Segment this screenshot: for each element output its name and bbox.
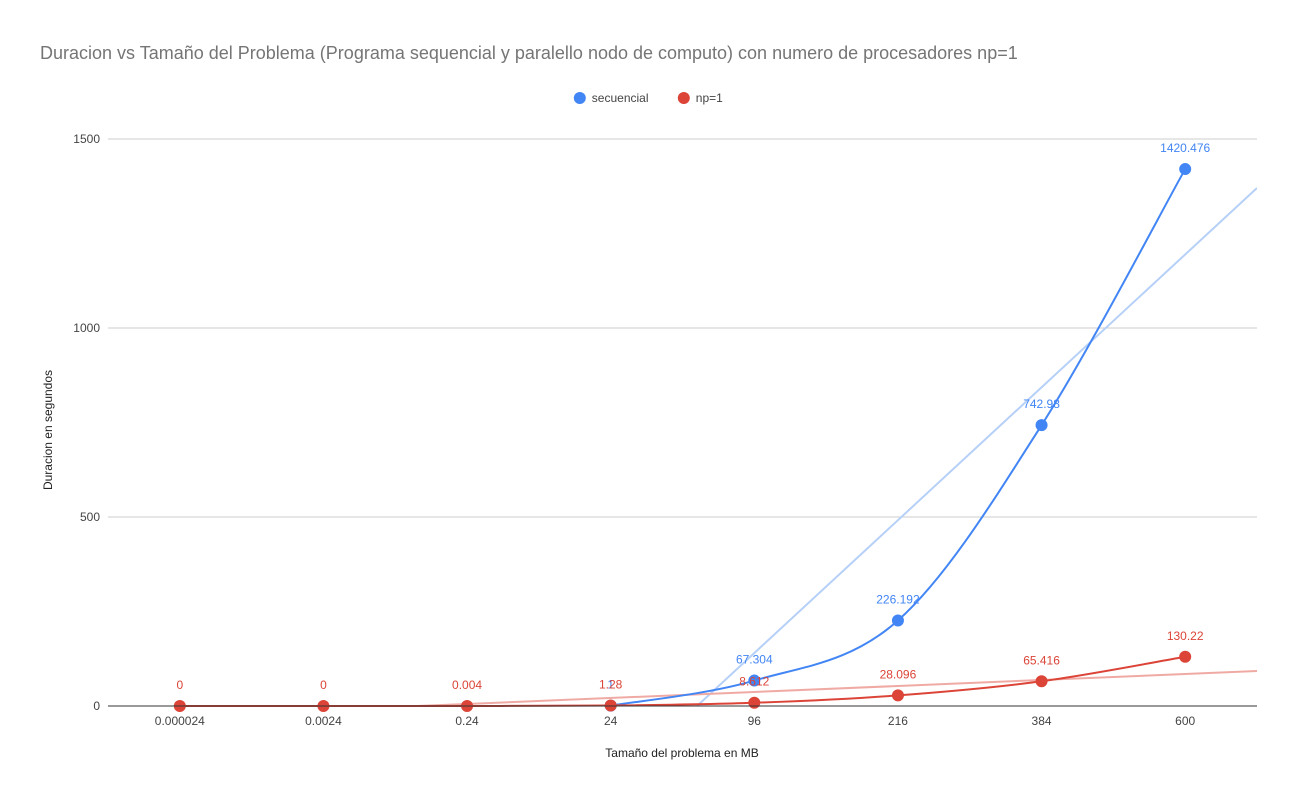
- x-tick-label: 384: [1032, 714, 1052, 728]
- series-line-secuencial: [610, 168, 1187, 707]
- data-point: [748, 674, 761, 687]
- x-tick-label: 24: [604, 714, 618, 728]
- x-tick-label: 96: [748, 714, 762, 728]
- x-axis-ticks: 0.000024 0.0024 0.24 24 96 216 384 600: [155, 714, 1196, 728]
- x-tick-label: 0.000024: [155, 714, 205, 728]
- data-points: [173, 163, 1192, 712]
- trendline-np=1: [417, 670, 1257, 706]
- y-axis-ticks: 0 500 1000 1500: [73, 132, 100, 713]
- data-label: 0.004: [452, 678, 482, 692]
- x-axis-title: Tamaño del problema en MB: [605, 746, 758, 760]
- data-point: [1035, 419, 1048, 432]
- legend: secuencial np=1: [573, 91, 723, 105]
- data-label: 67.304: [736, 653, 773, 667]
- data-point: [1179, 163, 1192, 176]
- trendline-secuencial: [696, 187, 1257, 706]
- trendlines: [417, 187, 1257, 706]
- data-label: 742.98: [1023, 397, 1060, 411]
- data-point: [1035, 675, 1048, 688]
- gridlines: [108, 138, 1257, 518]
- x-tick-label: 600: [1175, 714, 1195, 728]
- y-axis-title: Duracion en segundos: [41, 370, 55, 490]
- data-label: 65.416: [1023, 653, 1060, 667]
- x-tick-label: 0.0024: [305, 714, 342, 728]
- data-labels: 1 67.304 226.192 742.98 1420.476 0 0 0.004 1.28 8…: [176, 141, 1210, 692]
- x-tick-label: 0.24: [455, 714, 479, 728]
- data-label: 0: [320, 678, 327, 692]
- legend-marker: [677, 92, 690, 104]
- data-label: 226.192: [876, 592, 920, 606]
- y-tick-label: 1000: [73, 321, 100, 335]
- data-point: [1179, 650, 1192, 663]
- series-lines: [179, 168, 1187, 708]
- y-tick-label: 1500: [73, 132, 100, 146]
- legend-marker: [573, 92, 586, 104]
- data-label: 1.28: [599, 678, 623, 692]
- data-point: [891, 689, 904, 702]
- legend-label: np=1: [696, 91, 723, 105]
- data-label: 1: [607, 678, 614, 692]
- x-tick-label: 216: [888, 714, 908, 728]
- y-tick-label: 0: [93, 699, 100, 713]
- y-tick-label: 500: [80, 510, 100, 524]
- data-label: 8.612: [739, 675, 769, 689]
- data-label: 1420.476: [1160, 141, 1210, 155]
- chart-title: Duracion vs Tamaño del Problema (Program…: [40, 43, 1018, 63]
- data-label: 0: [176, 678, 183, 692]
- data-point: [891, 614, 904, 627]
- data-label: 130.22: [1167, 629, 1204, 643]
- legend-label: secuencial: [592, 91, 649, 105]
- data-label: 28.096: [880, 667, 917, 681]
- data-point: [748, 696, 761, 709]
